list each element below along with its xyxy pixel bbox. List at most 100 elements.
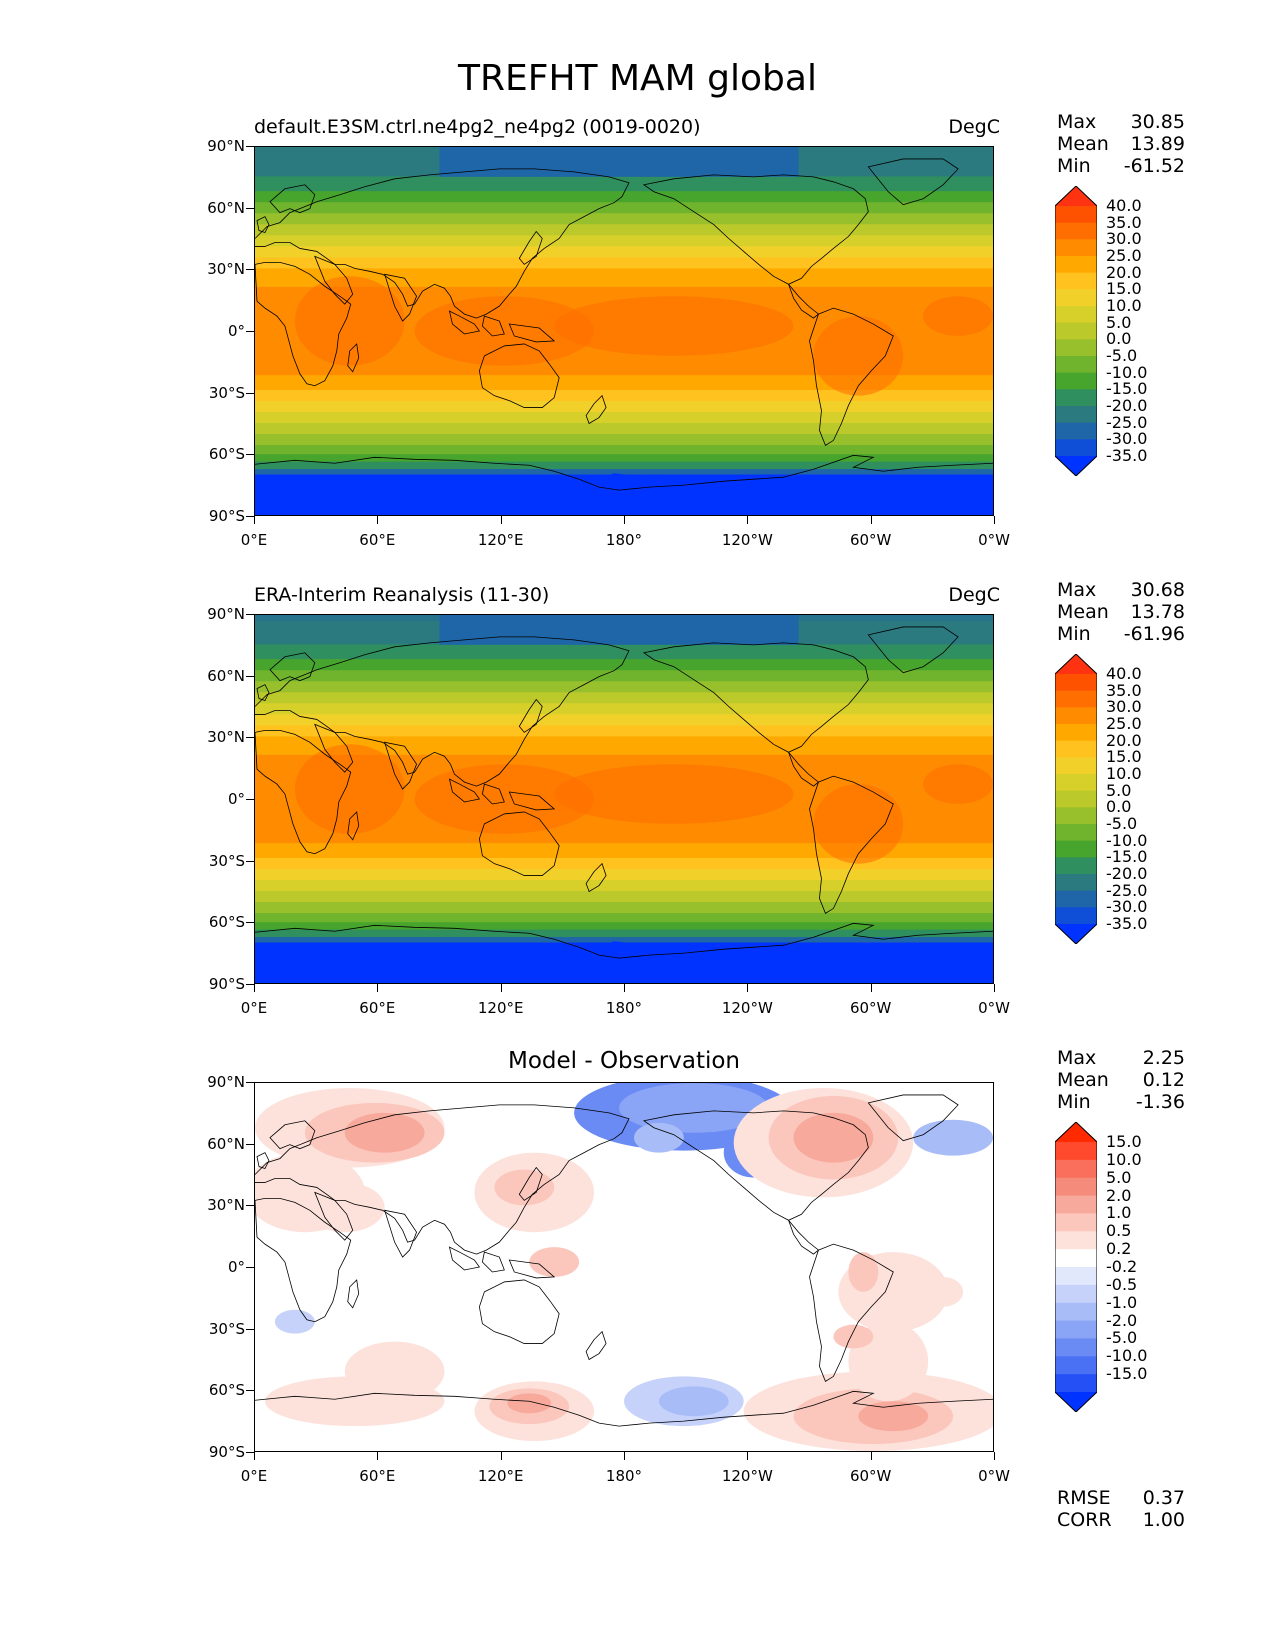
y-tick-mark xyxy=(246,1267,254,1268)
x-tick-label: 120°E xyxy=(477,531,524,549)
colorbar-segment xyxy=(1055,372,1097,390)
colorbar-segment xyxy=(1055,1302,1097,1322)
colorbar-tick-label: -5.0 xyxy=(1106,346,1138,365)
min-value: -1.36 xyxy=(1135,1091,1185,1113)
temperature-band xyxy=(255,469,993,476)
stats-box: Max 30.68 Mean 13.78 Min -61.96 xyxy=(1057,579,1185,645)
min-value: -61.96 xyxy=(1123,623,1185,645)
colorbar-tick-label: 15.0 xyxy=(1106,1132,1142,1151)
colorbar-segment xyxy=(1055,707,1097,725)
coastline xyxy=(255,729,352,855)
max-label: Max xyxy=(1057,1047,1097,1069)
colorbar-tick-label: -20.0 xyxy=(1106,396,1148,415)
colorbar-tick-label: -15.0 xyxy=(1106,379,1148,399)
min-label: Min xyxy=(1057,155,1091,177)
colorbar-segment xyxy=(1055,1213,1097,1232)
colorbar-tick-label: -20.0 xyxy=(1106,864,1148,883)
panel-title: ERA-Interim Reanalysis (11-30) xyxy=(254,584,550,606)
coastline xyxy=(642,174,869,285)
coastline xyxy=(269,1120,316,1150)
y-tick-label: 60°S xyxy=(208,1381,245,1400)
y-tick-mark xyxy=(246,614,254,615)
colorbar-tick-label: -15.0 xyxy=(1106,847,1148,867)
max-label: Max xyxy=(1057,111,1097,133)
min-value: -61.52 xyxy=(1123,155,1185,177)
panel-units: DegC xyxy=(948,584,1000,606)
colorbar-tick-label: 5.0 xyxy=(1106,780,1132,800)
coastline xyxy=(481,315,505,337)
temperature-band xyxy=(255,843,993,859)
colorbar-segment xyxy=(1055,807,1097,825)
x-tick-mark xyxy=(747,1452,749,1460)
colorbar-tick-label: 30.0 xyxy=(1106,697,1142,717)
colorbar-segment xyxy=(1055,239,1097,257)
difference-region xyxy=(507,1393,552,1414)
colorbar-segment xyxy=(1055,824,1097,842)
colorbar-segment xyxy=(1055,1320,1097,1339)
colorbar-segment xyxy=(1055,907,1097,925)
polar-region xyxy=(255,147,440,165)
x-tick-mark xyxy=(254,516,255,524)
colorbar-tick-label: 10.0 xyxy=(1106,764,1142,783)
colorbar-segment xyxy=(1055,1177,1097,1197)
colorbar-segment xyxy=(1055,389,1097,407)
x-tick-mark xyxy=(254,1452,255,1460)
colorbar-tick-label: 0.0 xyxy=(1106,329,1132,349)
colorbar-segment xyxy=(1055,1159,1097,1179)
y-tick-mark xyxy=(246,1143,254,1145)
x-tick-label: 0°W xyxy=(978,531,1010,549)
x-tick-label: 0°E xyxy=(240,1467,268,1485)
colorbar-segment xyxy=(1055,339,1097,357)
max-label: Max xyxy=(1057,579,1097,601)
x-tick-label: 60°W xyxy=(849,1467,892,1485)
colorbar-graphic xyxy=(1054,653,1098,945)
colorbar-segment xyxy=(1055,256,1097,274)
temperature-band xyxy=(255,922,993,931)
difference-field xyxy=(255,1083,993,1451)
y-tick-label: 30°N xyxy=(207,728,245,747)
warm-region xyxy=(554,764,794,824)
coastline xyxy=(255,636,630,787)
temperature-field xyxy=(255,615,993,983)
difference-blobs xyxy=(255,1083,993,1451)
x-tick-mark xyxy=(994,516,995,524)
x-tick-label: 0°W xyxy=(978,999,1010,1017)
rmse-label: RMSE xyxy=(1057,1487,1111,1509)
x-tick-mark xyxy=(377,516,379,524)
y-tick-mark xyxy=(246,922,254,924)
coastline xyxy=(788,283,820,319)
colorbar-segment xyxy=(1055,356,1097,374)
x-tick-mark xyxy=(500,984,502,992)
y-tick-mark xyxy=(246,269,254,271)
colorbar-tick-label: -35.0 xyxy=(1106,446,1148,465)
difference-region xyxy=(833,1324,874,1349)
colorbar-tick-label: -30.0 xyxy=(1106,429,1148,449)
colorbar-tick-label: 35.0 xyxy=(1106,680,1142,700)
colorbar-segment xyxy=(1055,1142,1097,1161)
corr-label: CORR xyxy=(1057,1509,1112,1531)
colorbar-extend-max xyxy=(1055,654,1097,674)
colorbar-segment xyxy=(1055,422,1097,440)
panel-observation: ERA-Interim Reanalysis (11-30) DegC Max 3… xyxy=(0,579,1275,1084)
colorbar-segment xyxy=(1055,439,1097,457)
coastline xyxy=(508,1259,556,1279)
colorbar-segment xyxy=(1055,724,1097,742)
difference-region xyxy=(913,1119,993,1156)
temperature-band xyxy=(255,454,993,463)
x-tick-label: 180° xyxy=(605,1467,643,1485)
coastline xyxy=(867,626,959,674)
y-tick-mark xyxy=(246,984,254,985)
coastline xyxy=(867,158,959,206)
panel-difference: Model - Observation Max 2.25 Mean 0.12 Min… xyxy=(0,1047,1275,1552)
colorbar-segment xyxy=(1055,406,1097,424)
panel-model: default.E3SM.ctrl.ne4pg2_ne4pg2 (0019-00… xyxy=(0,111,1275,616)
y-tick-label: 0° xyxy=(227,1258,245,1276)
coastline xyxy=(255,1390,993,1427)
colorbar-extend-min xyxy=(1055,456,1097,476)
y-tick-mark xyxy=(246,146,254,147)
colorbar-tick-label: 0.0 xyxy=(1106,797,1132,817)
coastline xyxy=(384,741,418,790)
coastline xyxy=(269,652,316,682)
difference-region xyxy=(619,1083,769,1133)
temperature-band xyxy=(255,268,993,288)
